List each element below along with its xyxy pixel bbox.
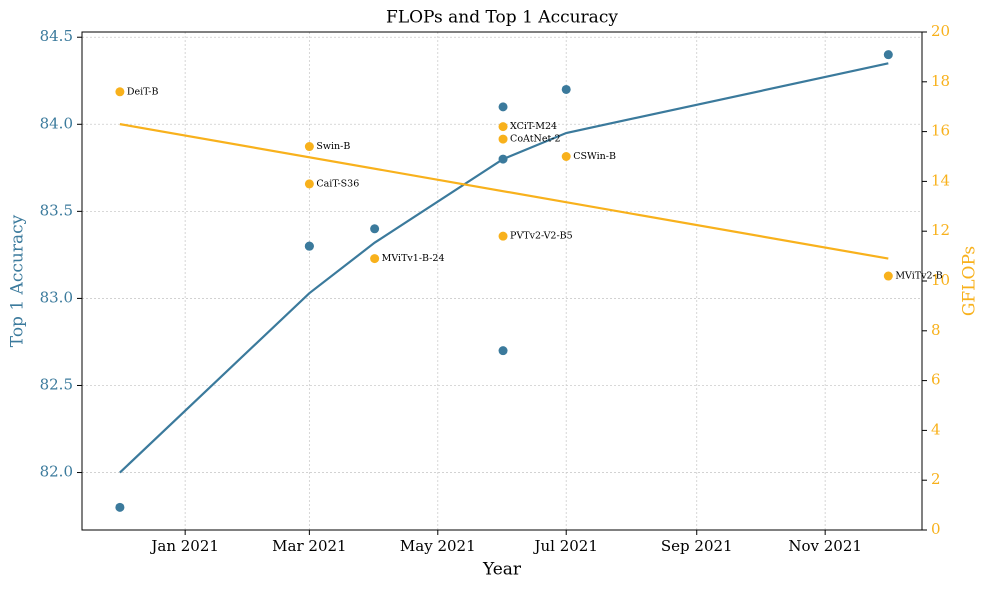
point-label: PVTv2-V2-B5 xyxy=(510,231,573,242)
point-label: Swin-B xyxy=(316,141,350,152)
chart-title: FLOPs and Top 1 Accuracy xyxy=(386,8,618,28)
y-tick-label: 84.0 xyxy=(40,114,73,132)
point-label: XCiT-M24 xyxy=(510,121,557,132)
y2-tick-label: 6 xyxy=(931,371,941,389)
point-label: MViTv1-B-24 xyxy=(382,253,445,264)
y2-tick-label: 4 xyxy=(931,420,941,438)
y2-tick-label: 10 xyxy=(931,271,950,289)
x-tick-label: Jan 2021 xyxy=(149,537,219,555)
point xyxy=(498,154,508,164)
point xyxy=(561,84,571,94)
x-tick-label: Sep 2021 xyxy=(661,537,733,555)
y2-tick-label: 8 xyxy=(931,321,941,339)
point-label: CaiT-S36 xyxy=(316,178,359,189)
trend-line xyxy=(119,62,889,474)
trend-line xyxy=(119,123,889,260)
y-tick-label: 83.5 xyxy=(40,201,73,219)
y-tick-label: 82.0 xyxy=(40,463,73,481)
y-tick-label: 82.5 xyxy=(40,375,73,393)
y2-axis-label: GFLOPs xyxy=(960,246,980,316)
y2-tick-label: 16 xyxy=(931,122,950,140)
y2-tick-label: 0 xyxy=(931,520,941,538)
point-label: CoAtNet-2 xyxy=(510,134,561,145)
point xyxy=(498,134,508,144)
point xyxy=(498,122,508,132)
y2-tick-label: 12 xyxy=(931,221,950,239)
y2-tick-label: 2 xyxy=(931,470,941,488)
x-tick-label: May 2021 xyxy=(400,537,476,555)
point xyxy=(304,179,314,189)
y2-tick-label: 18 xyxy=(931,72,950,90)
point xyxy=(370,224,380,234)
x-tick-label: Jul 2021 xyxy=(532,537,597,555)
x-axis-label: Year xyxy=(482,560,522,580)
point xyxy=(498,231,508,241)
x-tick-label: Mar 2021 xyxy=(272,537,346,555)
point xyxy=(115,87,125,97)
point xyxy=(304,142,314,152)
point xyxy=(115,502,125,512)
point-label: CSWin-B xyxy=(573,151,616,162)
point xyxy=(370,254,380,264)
y-tick-label: 84.5 xyxy=(40,27,73,45)
point xyxy=(883,50,893,60)
point-label: MViTv2-B xyxy=(895,271,942,282)
point xyxy=(304,241,314,251)
y2-tick-label: 14 xyxy=(931,171,950,189)
point xyxy=(498,102,508,112)
y-tick-label: 83.0 xyxy=(40,288,73,306)
y2-tick-label: 20 xyxy=(931,22,950,40)
plot-frame xyxy=(81,31,923,531)
y-axis-label: Top 1 Accuracy xyxy=(8,214,28,347)
point xyxy=(498,346,508,356)
point xyxy=(561,152,571,161)
point xyxy=(883,271,893,281)
point-label: DeiT-B xyxy=(127,86,159,97)
x-tick-label: Nov 2021 xyxy=(788,537,862,555)
